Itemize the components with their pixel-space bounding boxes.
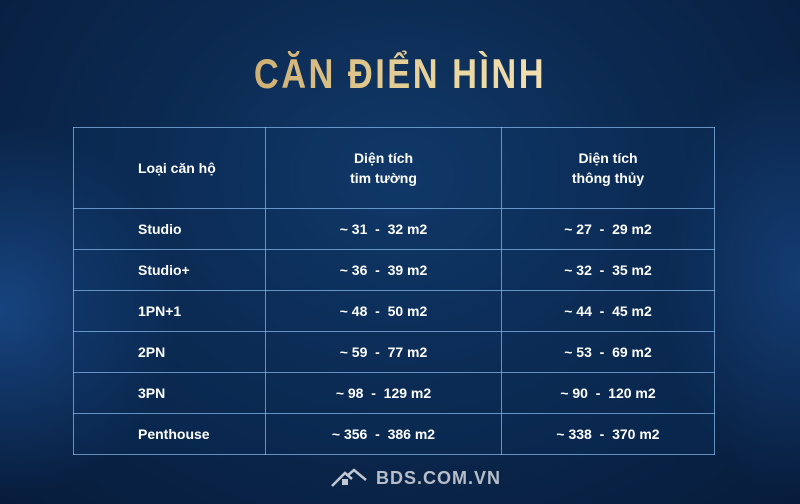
cell-gross-area: ~ 356 - 386 m2 — [265, 413, 502, 455]
apartment-types-table: Loại căn hộ Diện tích tim tường Diện tích… — [73, 127, 715, 455]
table-row: Studio ~ 31 - 32 m2 ~ 27 - 29 m2 — [73, 208, 715, 250]
table-row: Studio+ ~ 36 - 39 m2 ~ 32 - 35 m2 — [73, 249, 715, 291]
cell-apartment-type: 2PN — [73, 331, 266, 373]
table-row: 3PN ~ 98 - 129 m2 ~ 90 - 120 m2 — [73, 372, 715, 414]
cell-gross-area: ~ 59 - 77 m2 — [265, 331, 502, 373]
table-header-row: Loại căn hộ Diện tích tim tường Diện tích… — [73, 127, 715, 209]
cell-apartment-type: 1PN+1 — [73, 290, 266, 332]
cell-apartment-type: 3PN — [73, 372, 266, 414]
cell-gross-area: ~ 36 - 39 m2 — [265, 249, 502, 291]
cell-apartment-type: Studio — [73, 208, 266, 250]
table-row: 1PN+1 ~ 48 - 50 m2 ~ 44 - 45 m2 — [73, 290, 715, 332]
cell-net-area: ~ 44 - 45 m2 — [501, 290, 715, 332]
table-row: Penthouse ~ 356 - 386 m2 ~ 338 - 370 m2 — [73, 413, 715, 455]
header-net-area: Diện tích thông thủy — [501, 127, 715, 209]
cell-apartment-type: Studio+ — [73, 249, 266, 291]
table-row: 2PN ~ 59 - 77 m2 ~ 53 - 69 m2 — [73, 331, 715, 373]
cell-gross-area: ~ 48 - 50 m2 — [265, 290, 502, 332]
cell-apartment-type: Penthouse — [73, 413, 266, 455]
cell-net-area: ~ 338 - 370 m2 — [501, 413, 715, 455]
cell-net-area: ~ 27 - 29 m2 — [501, 208, 715, 250]
page-title: CĂN ĐIỂN HÌNH — [72, 50, 728, 98]
cell-net-area: ~ 53 - 69 m2 — [501, 331, 715, 373]
cell-net-area: ~ 32 - 35 m2 — [501, 249, 715, 291]
cell-net-area: ~ 90 - 120 m2 — [501, 372, 715, 414]
header-apartment-type: Loại căn hộ — [73, 127, 266, 209]
house-logo-icon — [331, 468, 367, 487]
watermark: BDS.COM.VN — [330, 466, 530, 492]
watermark-text: BDS.COM.VN — [376, 468, 502, 488]
cell-gross-area: ~ 31 - 32 m2 — [265, 208, 502, 250]
cell-gross-area: ~ 98 - 129 m2 — [265, 372, 502, 414]
header-gross-area: Diện tích tim tường — [265, 127, 502, 209]
